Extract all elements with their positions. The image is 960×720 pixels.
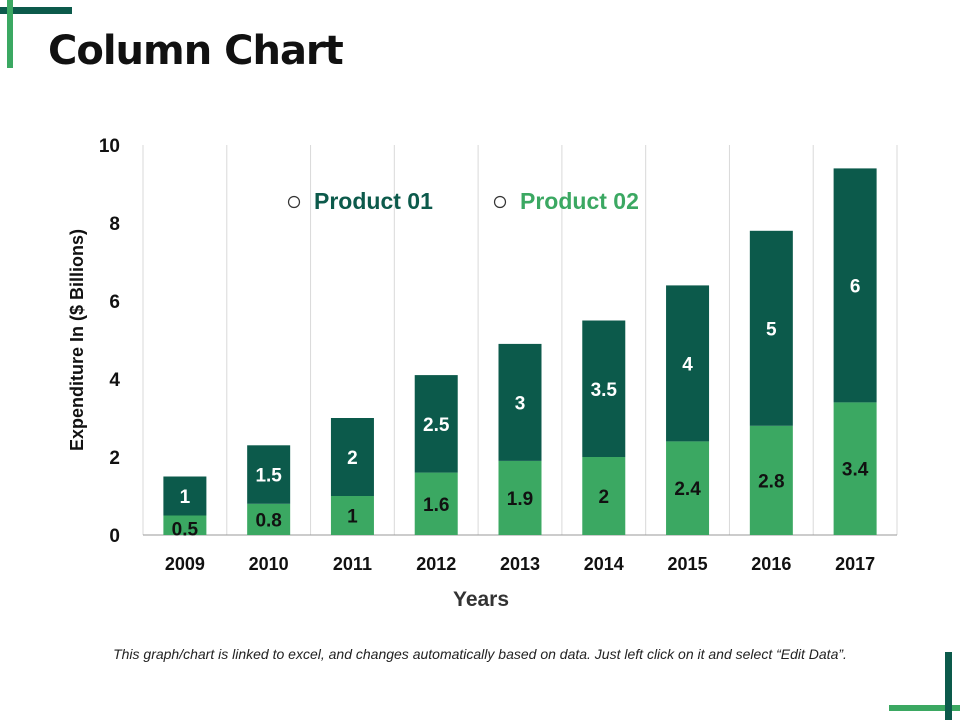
- data-label: 1: [347, 507, 358, 528]
- data-label: 1: [180, 487, 191, 508]
- y-tick-label: 2: [109, 448, 120, 469]
- data-label: 6: [850, 276, 861, 297]
- corner-accent-bottom-right-bar: [889, 705, 960, 711]
- corner-accent-top-left-stem: [7, 0, 13, 68]
- data-label: 2.5: [423, 415, 450, 436]
- bar-product-01: [666, 285, 710, 442]
- bar-product-01: [749, 230, 793, 426]
- bar-product-02: [666, 441, 710, 535]
- data-label: 4: [682, 354, 693, 375]
- bar-product-02: [247, 503, 291, 535]
- data-label: 1.9: [507, 489, 533, 510]
- x-tick-label: 2014: [584, 554, 624, 574]
- bar-product-01: [330, 418, 374, 496]
- bar-product-02: [498, 460, 542, 535]
- legend-marker: [287, 195, 301, 209]
- data-label: 2: [598, 487, 609, 508]
- bar-product-01: [833, 168, 877, 403]
- bar-product-01: [414, 375, 458, 473]
- bar-product-02: [749, 425, 793, 535]
- data-label: 2.4: [674, 479, 701, 500]
- y-tick-label: 6: [109, 292, 120, 313]
- data-label: 1.6: [423, 495, 449, 516]
- bar-product-02: [582, 457, 626, 535]
- data-label: 0.8: [255, 510, 281, 531]
- x-tick-label: 2009: [165, 554, 205, 574]
- data-label: 3.5: [591, 380, 618, 401]
- data-label: 2: [347, 448, 358, 469]
- bar-product-02: [414, 472, 458, 535]
- data-label: 3.4: [842, 460, 869, 481]
- bar-product-02: [833, 402, 877, 535]
- x-axis-title: Years: [453, 588, 509, 611]
- x-tick-label: 2016: [751, 554, 791, 574]
- y-tick-label: 4: [109, 370, 120, 391]
- y-tick-label: 0: [109, 526, 120, 547]
- x-tick-label: 2010: [249, 554, 289, 574]
- legend-label: Product 01: [314, 188, 433, 214]
- legend-marker: [493, 195, 507, 209]
- data-label: 3: [515, 393, 526, 414]
- bar-product-01: [163, 476, 207, 516]
- bar-product-01: [582, 320, 626, 457]
- data-label: 0.5: [172, 519, 199, 540]
- bar-product-02: [163, 515, 207, 535]
- bar-product-01: [498, 343, 542, 461]
- y-tick-label: 8: [109, 214, 120, 235]
- footnote: This graph/chart is linked to excel, and…: [113, 646, 847, 662]
- x-tick-label: 2013: [500, 554, 540, 574]
- data-label: 1.5: [255, 466, 282, 487]
- legend-label: Product 02: [520, 188, 639, 214]
- corner-accent-bottom-right-stem: [945, 652, 952, 720]
- y-axis-title: Expenditure In ($ Billions): [67, 229, 87, 451]
- corner-accent-top-left-bar: [0, 7, 72, 14]
- bar-product-01: [247, 445, 291, 504]
- data-label: 2.8: [758, 471, 784, 492]
- x-tick-label: 2017: [835, 554, 875, 574]
- x-tick-label: 2015: [668, 554, 708, 574]
- y-tick-label: 10: [99, 136, 120, 157]
- x-tick-label: 2012: [416, 554, 456, 574]
- x-tick-label: 2011: [333, 554, 372, 574]
- data-label: 5: [766, 319, 777, 340]
- bar-product-02: [330, 496, 374, 535]
- page-title: Column Chart: [48, 28, 344, 74]
